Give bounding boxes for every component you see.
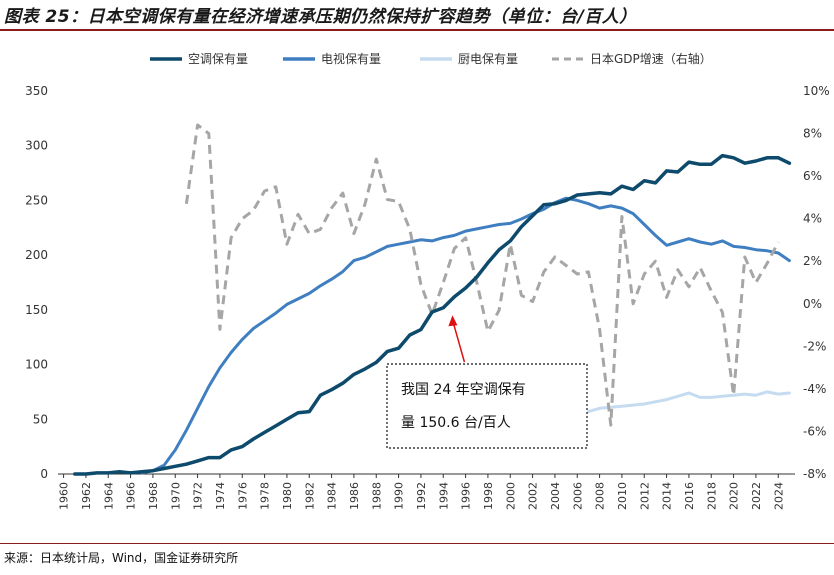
x-tick-label: 1984: [326, 482, 339, 510]
y-left-tick-label: 300: [25, 139, 48, 153]
x-tick-label: 1970: [169, 482, 182, 510]
x-tick-label: 1974: [214, 482, 227, 510]
x-tick-label: 2000: [504, 482, 517, 510]
series-line-2: [575, 390, 791, 417]
legend-label: 日本GDP增速（右轴）: [590, 51, 712, 66]
y-right-tick-label: -2%: [803, 339, 826, 353]
series-line-1: [140, 196, 791, 475]
y-axis-left-ticks: 0 50 100 150 200 250 300 350: [25, 84, 48, 481]
series-line-3: [184, 123, 780, 427]
x-tick-label: 1994: [437, 482, 450, 510]
x-tick-label: 1976: [236, 482, 249, 510]
legend-label: 电视保有量: [321, 51, 381, 66]
legend: 空调保有量 电视保有量 厨电保有量 日本GDP增速（右轴）: [150, 51, 712, 66]
y-left-tick-label: 250: [25, 193, 48, 207]
series-line-0: [73, 153, 792, 476]
x-tick-label: 1988: [370, 482, 383, 510]
y-right-tick-label: 4%: [803, 212, 822, 226]
y-right-tick-label: 0%: [803, 297, 822, 311]
x-tick-label: 1966: [125, 482, 138, 510]
x-tick-label: 2010: [616, 482, 629, 510]
line-chart: 空调保有量 电视保有量 厨电保有量 日本GDP增速（右轴） 0501001502002…: [25, 51, 830, 510]
x-tick-label: 2024: [772, 482, 785, 510]
x-tick-label: 2004: [549, 482, 562, 510]
source-divider: [0, 543, 834, 544]
series-group: [73, 123, 792, 476]
x-tick-label: 1960: [58, 482, 71, 510]
x-tick-label: 1962: [80, 482, 93, 510]
legend-label: 厨电保有量: [458, 52, 518, 66]
y-right-tick-label: -4%: [803, 382, 826, 396]
x-tick-label: 2022: [750, 482, 763, 510]
y-left-tick-label: 0: [40, 467, 48, 481]
legend-label: 空调保有量: [188, 52, 248, 66]
y-left-tick-label: 150: [25, 303, 48, 317]
x-tick-label: 2012: [638, 482, 651, 510]
x-tick-label: 1968: [147, 482, 160, 510]
x-tick-label: 1986: [348, 482, 361, 510]
x-tick-label: 1982: [303, 482, 316, 510]
y-right-tick-label: 10%: [803, 84, 830, 98]
y-right-tick-label: -6%: [803, 424, 826, 438]
title-divider: [0, 29, 834, 31]
x-tick-label: 2018: [705, 482, 718, 510]
annotation-arrow-line: [452, 322, 466, 363]
x-tick-label: 1972: [192, 482, 205, 510]
y-left-tick-label: 200: [25, 248, 48, 262]
x-tick-label: 2020: [728, 482, 741, 510]
y-right-tick-label: 6%: [803, 169, 822, 183]
annotation-arrow-head: [448, 315, 458, 327]
chart-title: 图表 25：日本空调保有量在经济增速承压期仍然保持扩容趋势（单位：台/百人）: [4, 7, 637, 27]
x-tick-label: 1964: [102, 482, 115, 510]
y-right-tick-label: 8%: [803, 127, 822, 141]
x-tick-label: 2006: [571, 482, 584, 510]
x-tick-label: 1996: [460, 482, 473, 510]
y-right-tick-label: -8%: [803, 467, 826, 481]
y-axis-right-ticks: -8% -6% -4% -2% 0% 2% 4% 6% 8% 10%: [803, 84, 830, 481]
x-tick-label: 1980: [281, 482, 294, 510]
x-tick-label: 2014: [661, 482, 674, 510]
x-tick-label: 1978: [259, 482, 272, 510]
y-right-tick-label: 2%: [803, 254, 822, 268]
source-note: 来源：日本统计局，Wind，国金证券研究所: [4, 551, 239, 565]
annotation-text-line1: 我国 24 年空调保有: [401, 382, 526, 398]
annotation-text-line2: 量 150.6 台/百人: [401, 415, 511, 431]
x-axis-ticks: 1960 1962 1964 1966 1968 1970 1972 1974 1976 1978…: [58, 474, 785, 510]
x-tick-label: 1998: [482, 482, 495, 510]
x-tick-label: 2008: [594, 482, 607, 510]
x-tick-label: 1992: [415, 482, 428, 510]
y-left-tick-label: 350: [25, 84, 48, 98]
x-tick-label: 2002: [527, 482, 540, 510]
x-tick-label: 1990: [393, 482, 406, 510]
x-tick-label: 2016: [683, 482, 696, 510]
annotation-box: [386, 363, 588, 449]
y-left-tick-label: 50: [33, 412, 48, 426]
y-left-tick-label: 100: [25, 358, 48, 372]
